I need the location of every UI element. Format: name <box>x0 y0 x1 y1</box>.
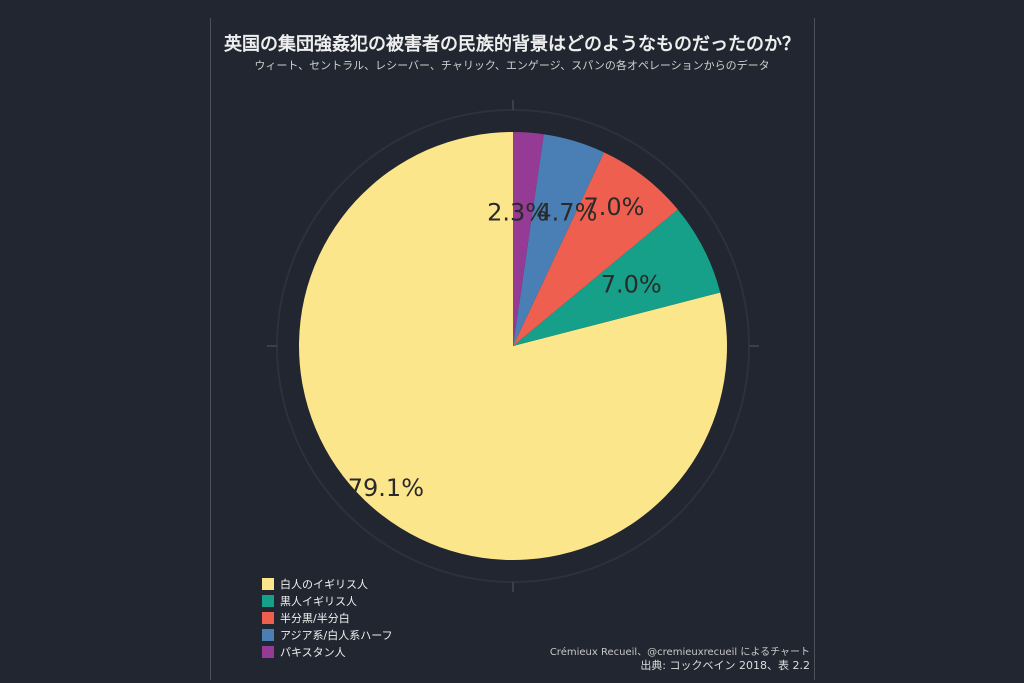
chart-source: 出典: コックベイン 2018、表 2.2 <box>640 659 810 672</box>
slice-label: 79.1% <box>348 474 424 502</box>
legend-item: パキスタン人 <box>262 643 393 660</box>
legend-item: 半分黒/半分白 <box>262 609 393 626</box>
legend-swatch <box>262 628 274 641</box>
pie-slice <box>513 209 721 346</box>
legend: 白人のイギリス人 黒人イギリス人 半分黒/半分白アジア系/白人系ハーフ パキスタン人 <box>262 575 393 660</box>
legend-swatch <box>262 645 274 658</box>
legend-swatch <box>262 577 274 590</box>
pie-slice <box>513 132 544 346</box>
legend-label: アジア系/白人系ハーフ <box>280 628 393 642</box>
slice-label: 2.3% <box>487 199 548 227</box>
legend-label: 白人のイギリス人 <box>280 577 368 591</box>
legend-swatch <box>262 611 274 624</box>
legend-item: 黒人イギリス人 <box>262 592 393 609</box>
pie-slice <box>513 134 605 346</box>
pie-slice <box>299 132 728 560</box>
legend-item: 白人のイギリス人 <box>262 575 393 592</box>
chart-subtitle: ウィート、セントラル、レシーバー、チャリック、エンゲージ、スパンの各オペレーショ… <box>254 59 770 72</box>
slice-label: 7.0% <box>601 271 662 299</box>
legend-label: パキスタン人 <box>280 645 346 659</box>
legend-label: 黒人イギリス人 <box>280 594 357 608</box>
legend-item: アジア系/白人系ハーフ <box>262 626 393 643</box>
chart-title: 英国の集団強姦犯の被害者の民族的背景はどのようなものだったのか？ <box>224 34 800 55</box>
legend-label: 半分黒/半分白 <box>280 611 350 625</box>
pie-slice <box>513 152 678 346</box>
plot-frame <box>210 18 815 680</box>
slice-label: 7.0% <box>584 193 645 221</box>
chart-credit: Crémieux Recueil、@cremieuxrecueil によるチャー… <box>549 647 810 658</box>
slice-label: 4.7% <box>536 198 597 226</box>
legend-swatch <box>262 594 274 607</box>
